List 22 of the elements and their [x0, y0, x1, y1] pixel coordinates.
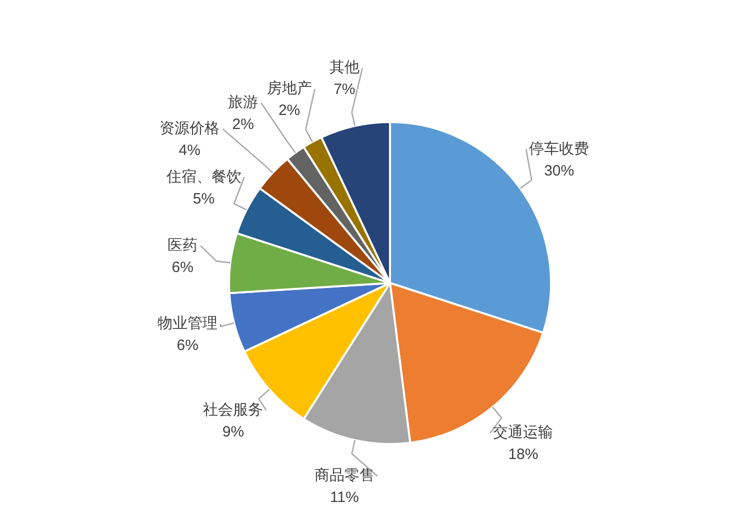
data-label: 6% — [172, 258, 194, 276]
data-label: 7% — [334, 81, 356, 98]
data-label: 4% — [178, 142, 200, 160]
slice-label: 资源价格 — [160, 120, 220, 138]
slice-label: 物业管理 — [158, 315, 218, 332]
slice-label: 医药 — [168, 236, 198, 254]
data-label: 2% — [278, 102, 300, 119]
data-label: 9% — [222, 423, 244, 440]
data-label: 18% — [508, 446, 538, 464]
data-label: 6% — [176, 337, 198, 354]
data-label: 30% — [544, 162, 574, 180]
slice-label: 住宿、餐饮 — [165, 168, 242, 186]
slice-label: 社会服务 — [203, 401, 264, 418]
slice-label: 停车收费 — [529, 140, 590, 158]
slice-label: 交通运输 — [493, 424, 554, 442]
slice-label: 房地产 — [266, 80, 312, 97]
data-label: 11% — [330, 489, 359, 506]
slice-label: 旅游 — [228, 94, 258, 112]
slice-label: 其他 — [329, 59, 360, 76]
slice-label: 商品零售 — [314, 467, 374, 484]
data-label: 2% — [232, 116, 254, 134]
data-label: 5% — [192, 190, 215, 208]
